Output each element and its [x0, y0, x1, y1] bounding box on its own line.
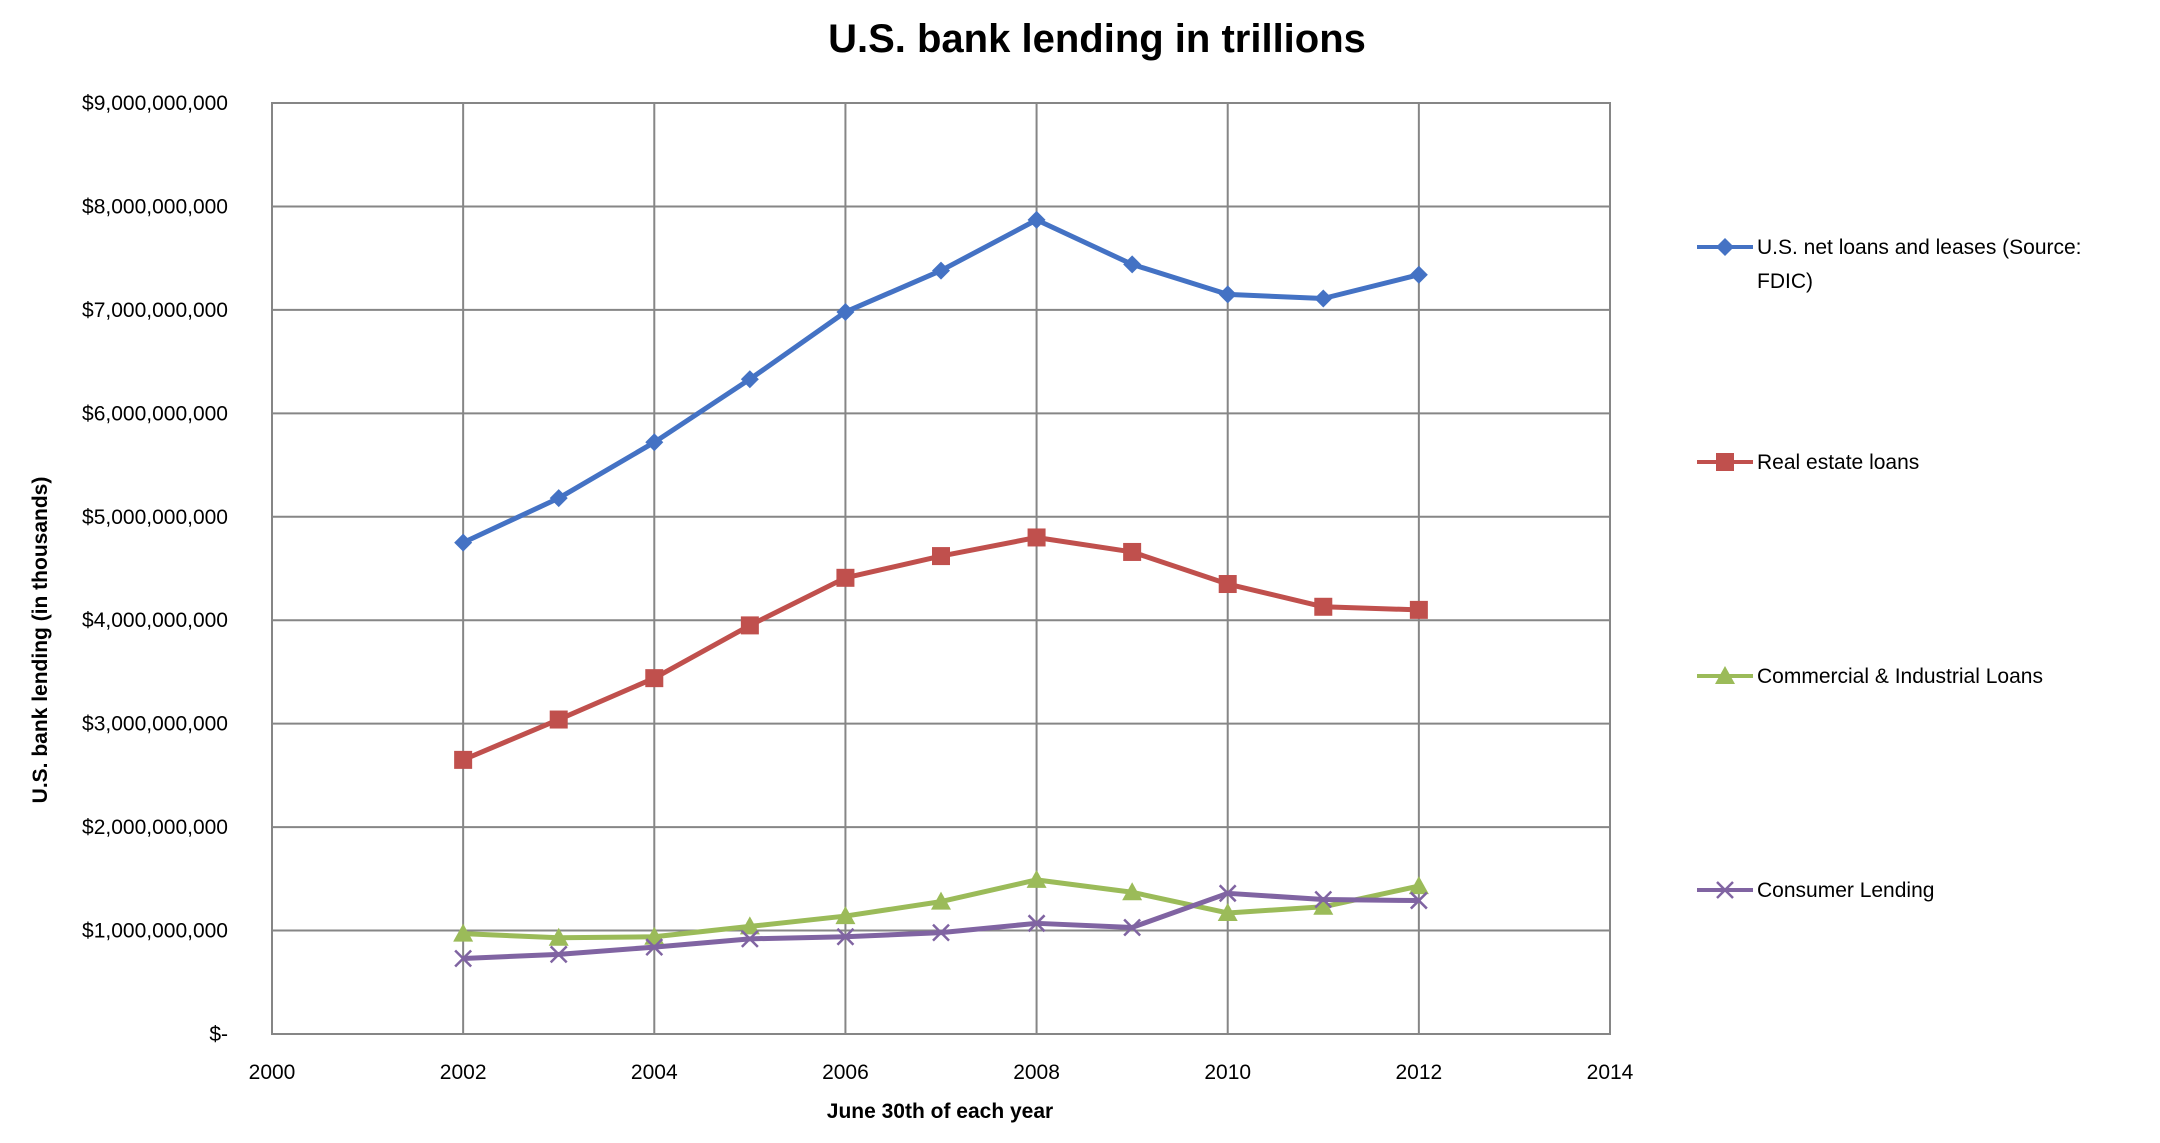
legend-marker — [1716, 453, 1734, 471]
legend-label: Consumer Lending — [1757, 879, 1934, 902]
x-tick-label: 2000 — [249, 1061, 296, 1084]
legend-item: Commercial & Industrial Loans — [1697, 665, 2043, 688]
y-tick-label: $1,000,000,000 — [82, 920, 228, 943]
series-layer — [453, 210, 1429, 968]
x-tick-label: 2008 — [1013, 1061, 1060, 1084]
data-point — [1314, 289, 1333, 308]
data-point — [1123, 542, 1142, 561]
legend-marker — [1716, 881, 1734, 899]
y-tick-label: $6,000,000,000 — [82, 402, 228, 425]
series-3 — [454, 884, 1428, 968]
x-tick-label: 2002 — [440, 1061, 487, 1084]
data-point — [740, 616, 759, 635]
data-point — [645, 433, 664, 452]
data-point — [454, 750, 473, 769]
series-0 — [454, 210, 1428, 552]
y-tick-label: $3,000,000,000 — [82, 713, 228, 736]
data-point — [1026, 869, 1047, 888]
plot-area-border — [271, 102, 1611, 1035]
data-point — [931, 891, 951, 910]
legend-item: Consumer Lending — [1697, 879, 1934, 902]
data-point — [740, 929, 759, 948]
y-axis-title: U.S. bank lending (in thousands) — [29, 477, 52, 804]
data-point — [932, 261, 950, 280]
y-tick-label: $5,000,000,000 — [82, 506, 228, 529]
axis-labels: $- $1,000,000,000 $2,000,000,000 $3,000,000… — [82, 92, 1634, 1084]
x-tick-label: 2012 — [1395, 1061, 1442, 1084]
series-2 — [453, 869, 1429, 946]
legend-item: U.S. net loans and leases (Source: FDIC) — [1697, 236, 2082, 293]
x-axis-title: June 30th of each year — [827, 1100, 1053, 1123]
data-point — [549, 945, 568, 964]
chart-title: U.S. bank lending in trillions — [828, 17, 1366, 61]
data-point — [1027, 528, 1046, 547]
data-point — [549, 489, 568, 508]
data-point — [645, 669, 664, 688]
data-point — [1027, 914, 1046, 933]
data-point — [932, 923, 950, 942]
data-point — [1409, 265, 1428, 284]
data-point — [740, 370, 759, 389]
data-point — [1314, 597, 1333, 616]
data-point — [835, 906, 856, 925]
data-point — [1123, 918, 1142, 937]
y-tick-label: $7,000,000,000 — [82, 299, 228, 322]
legend-label: U.S. net loans and leases (Source: FDIC) — [1757, 236, 2082, 293]
data-point — [644, 926, 665, 945]
data-point — [1027, 210, 1046, 229]
data-point — [836, 927, 855, 946]
data-point — [1123, 255, 1142, 274]
series-1 — [454, 528, 1428, 769]
legend-label: Commercial & Industrial Loans — [1757, 665, 2043, 688]
data-point — [548, 927, 569, 946]
legend-marker — [1715, 666, 1735, 684]
data-point — [454, 533, 473, 552]
data-point — [932, 547, 950, 566]
data-point — [739, 916, 760, 935]
data-point — [1217, 902, 1238, 921]
data-point — [836, 302, 855, 321]
data-point — [1218, 285, 1237, 304]
legend: U.S. net loans and leases (Source: FDIC) R… — [1697, 236, 2082, 902]
data-point — [453, 923, 474, 942]
data-point — [549, 710, 568, 729]
data-point — [1408, 876, 1429, 895]
y-tick-label: $2,000,000,000 — [82, 816, 228, 839]
data-point — [1409, 891, 1428, 910]
legend-marker — [1716, 238, 1734, 256]
y-tick-label: $8,000,000,000 — [82, 195, 228, 218]
y-tick-label: $4,000,000,000 — [82, 609, 228, 632]
x-tick-label: 2004 — [631, 1061, 678, 1084]
data-point — [1122, 882, 1143, 901]
data-point — [1313, 896, 1334, 915]
data-point — [454, 949, 473, 968]
x-tick-label: 2014 — [1587, 1061, 1634, 1084]
x-tick-label: 2006 — [822, 1061, 869, 1084]
data-point — [1218, 884, 1237, 903]
y-tick-label: $- — [209, 1023, 228, 1046]
legend-label: Real estate loans — [1757, 451, 1919, 474]
x-tick-label: 2010 — [1204, 1061, 1251, 1084]
data-point — [836, 568, 855, 587]
data-point — [1409, 600, 1428, 619]
y-tick-label: $9,000,000,000 — [82, 92, 228, 115]
legend-item: Real estate loans — [1697, 451, 1919, 474]
data-point — [645, 938, 664, 956]
data-point — [1314, 890, 1333, 909]
data-point — [1218, 575, 1237, 594]
